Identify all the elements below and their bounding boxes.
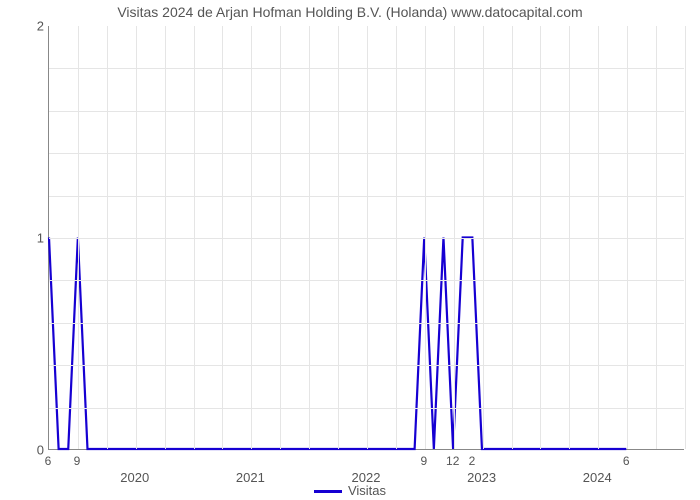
x-tick-month: 12 <box>446 454 459 468</box>
chart-title: Visitas 2024 de Arjan Hofman Holding B.V… <box>0 4 700 20</box>
x-tick-year: 2023 <box>467 470 496 485</box>
grid-v <box>454 26 455 449</box>
y-tick-label: 2 <box>4 19 44 34</box>
grid-v <box>309 26 310 449</box>
grid-v <box>136 26 137 449</box>
legend-label: Visitas <box>348 483 386 498</box>
x-tick-year: 2020 <box>120 470 149 485</box>
grid-v <box>251 26 252 449</box>
grid-v <box>512 26 513 449</box>
grid-v <box>569 26 570 449</box>
plot-area <box>48 26 684 450</box>
grid-v <box>685 26 686 449</box>
grid-v <box>194 26 195 449</box>
grid-v <box>367 26 368 449</box>
grid-v <box>165 26 166 449</box>
chart-container: Visitas 2024 de Arjan Hofman Holding B.V… <box>0 0 700 500</box>
grid-v <box>483 26 484 449</box>
x-tick-month: 6 <box>623 454 630 468</box>
grid-v <box>280 26 281 449</box>
x-tick-year: 2021 <box>236 470 265 485</box>
x-tick-year: 2022 <box>352 470 381 485</box>
x-tick-month: 2 <box>469 454 476 468</box>
grid-v <box>78 26 79 449</box>
grid-v <box>222 26 223 449</box>
grid-v <box>598 26 599 449</box>
x-tick-month: 6 <box>45 454 52 468</box>
legend-swatch <box>314 490 342 493</box>
x-tick-month: 9 <box>420 454 427 468</box>
grid-v <box>107 26 108 449</box>
y-tick-label: 1 <box>4 231 44 246</box>
grid-v <box>627 26 628 449</box>
legend: Visitas <box>0 483 700 498</box>
grid-v <box>396 26 397 449</box>
grid-v <box>540 26 541 449</box>
x-tick-month: 9 <box>74 454 81 468</box>
x-tick-year: 2024 <box>583 470 612 485</box>
grid-v <box>656 26 657 449</box>
grid-v <box>338 26 339 449</box>
grid-v <box>425 26 426 449</box>
y-tick-label: 0 <box>4 443 44 458</box>
